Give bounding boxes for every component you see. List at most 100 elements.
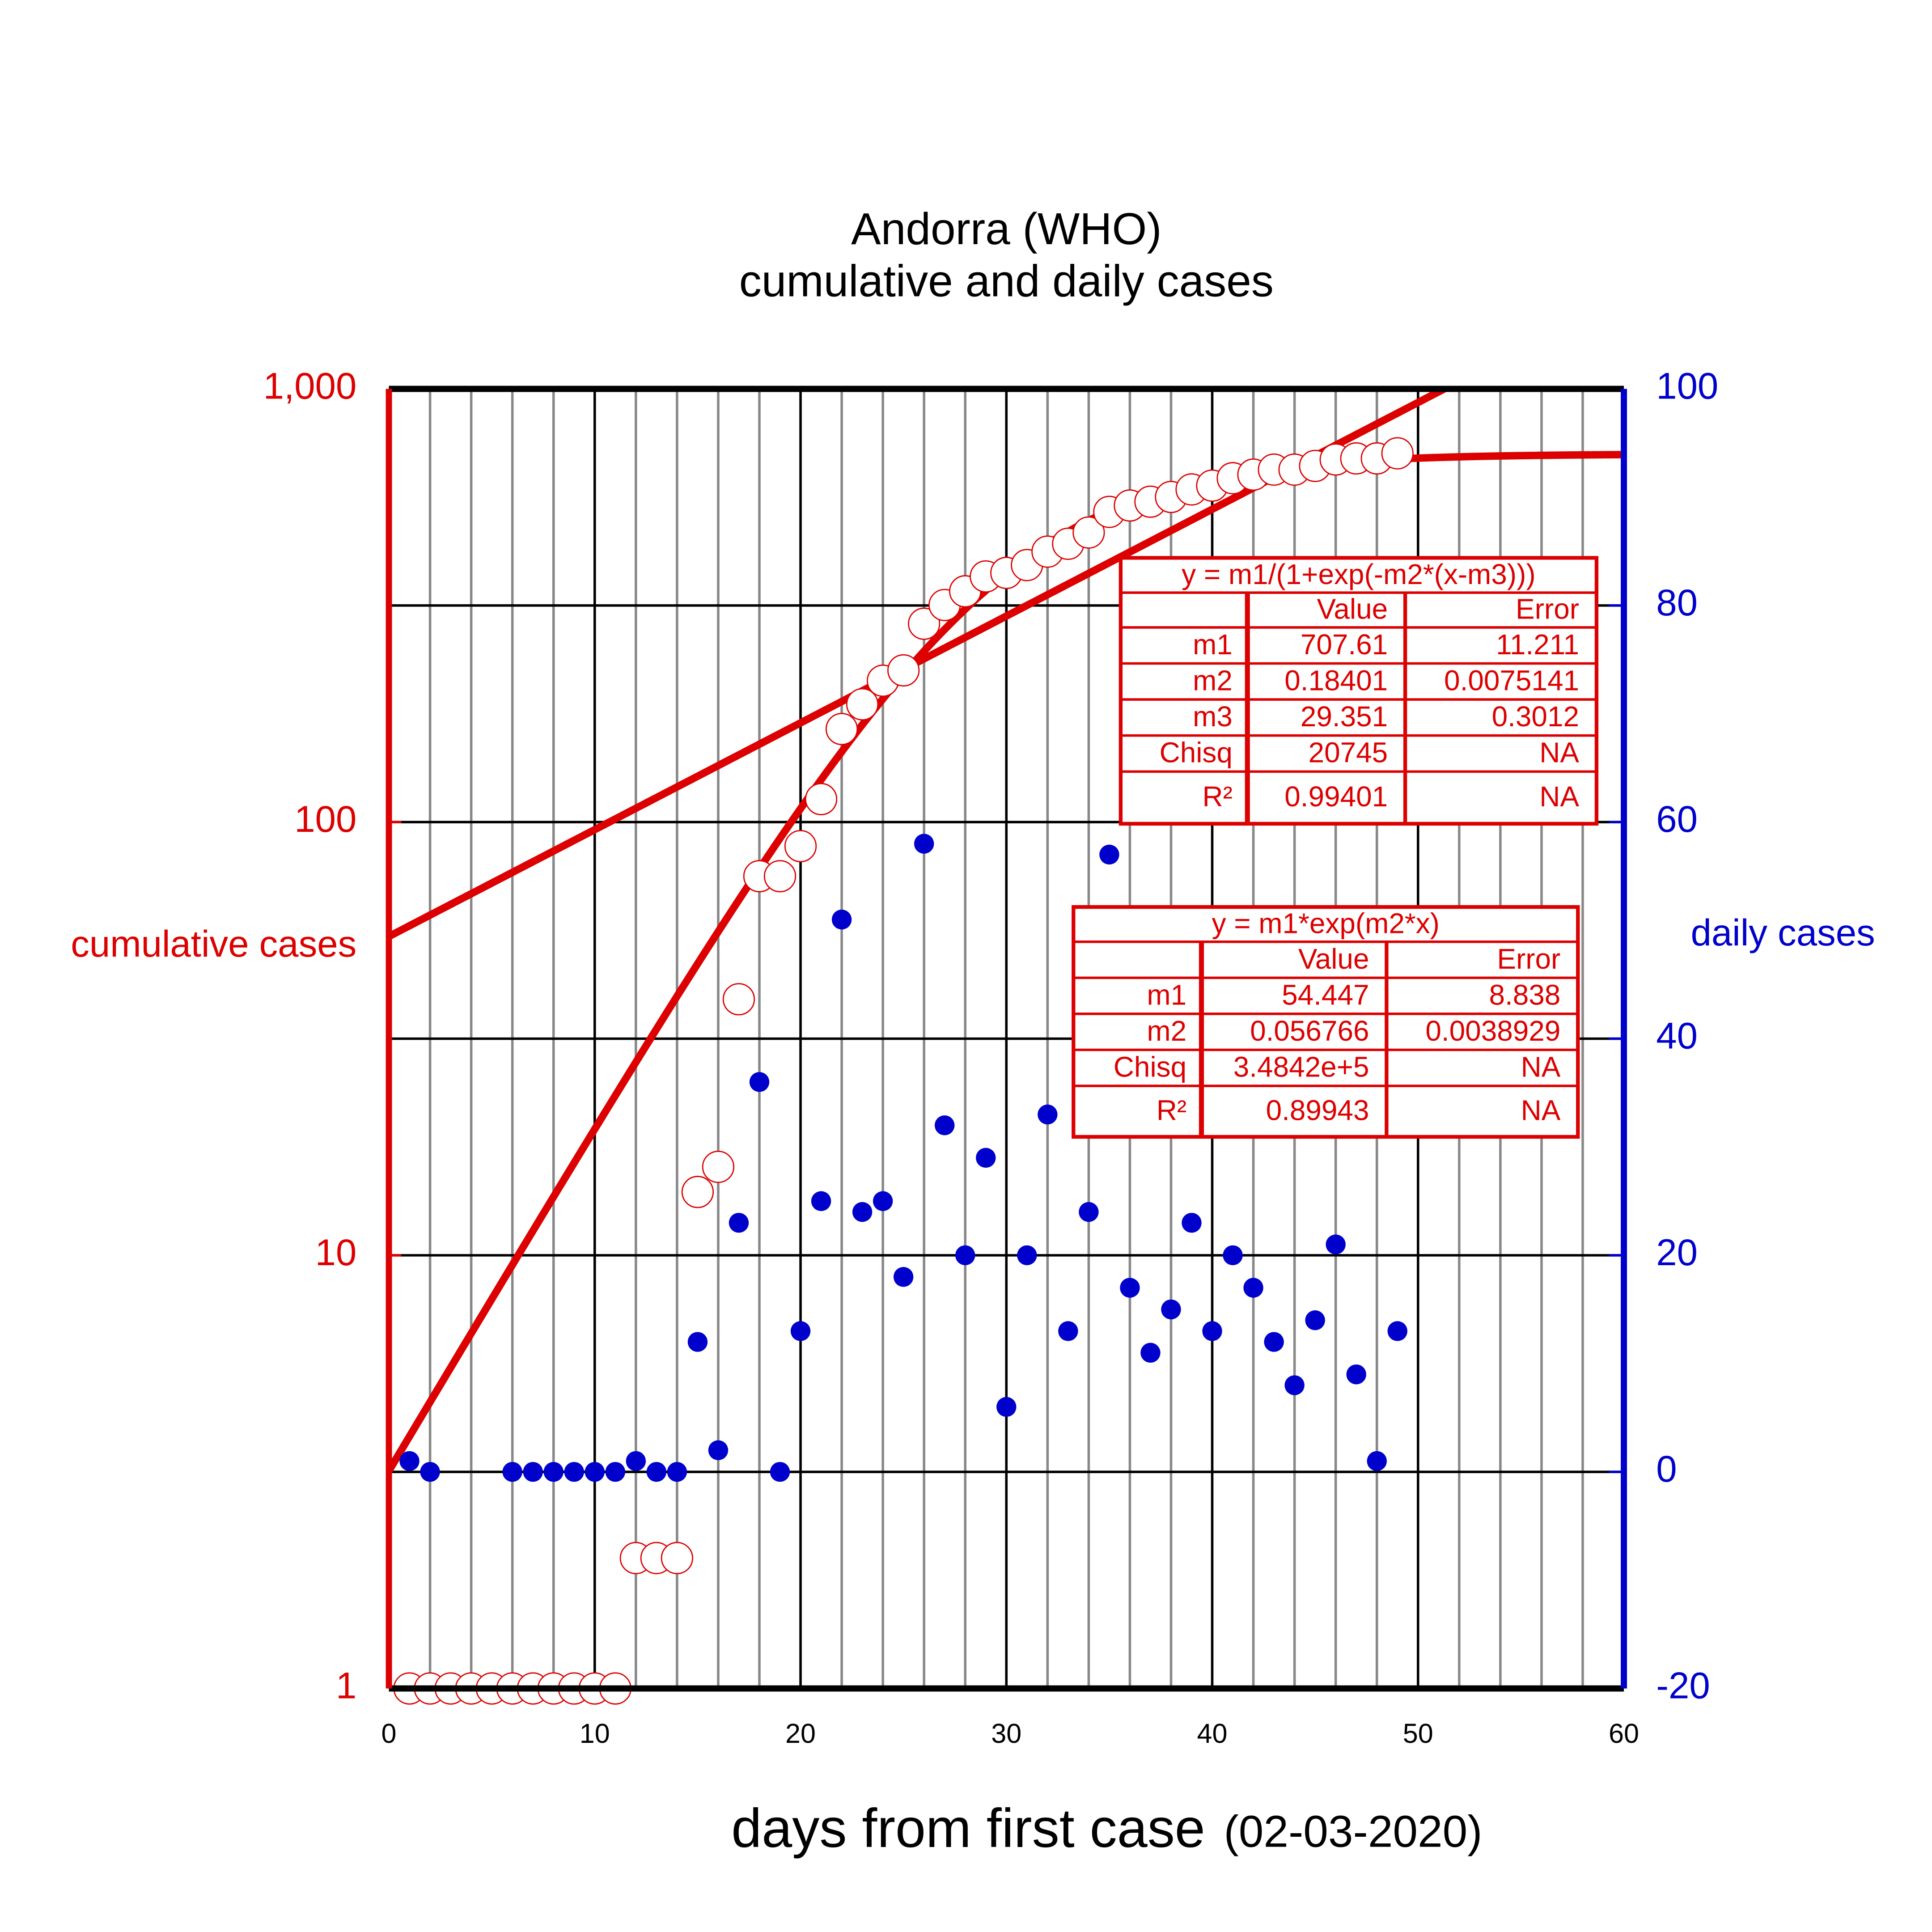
param-name: m2 <box>1147 1015 1186 1047</box>
table-header: Value <box>1317 593 1388 625</box>
point <box>1058 1321 1078 1341</box>
param-error: 0.0038929 <box>1425 1015 1560 1047</box>
point <box>887 654 920 687</box>
x-tick-label: 20 <box>785 1718 816 1749</box>
y2-tick-label: 100 <box>1656 365 1718 407</box>
point <box>1182 1212 1202 1233</box>
y2-tick-label: -20 <box>1656 1665 1710 1707</box>
point <box>1346 1364 1366 1385</box>
point <box>1038 1104 1058 1125</box>
x-tick-label: 0 <box>381 1718 397 1749</box>
point <box>1243 1278 1263 1298</box>
chart-subtitle: cumulative and daily cases <box>739 256 1274 306</box>
point <box>1017 1245 1037 1266</box>
fit-formula: y = m1/(1+exp(-m2*(x-m3))) <box>1182 558 1535 590</box>
point <box>996 1397 1017 1417</box>
point <box>1223 1245 1243 1266</box>
point <box>1099 844 1119 865</box>
point <box>784 830 817 863</box>
point <box>605 1462 626 1482</box>
param-error: NA <box>1521 1094 1561 1127</box>
point <box>763 860 797 893</box>
point <box>543 1462 564 1482</box>
point <box>914 834 934 854</box>
param-error: NA <box>1539 737 1579 769</box>
point <box>661 1542 694 1575</box>
param-value: 29.351 <box>1301 700 1388 733</box>
param-name: m2 <box>1193 664 1233 696</box>
point <box>667 1462 687 1482</box>
point <box>1161 1299 1181 1320</box>
point <box>687 1332 708 1352</box>
param-value: 0.89943 <box>1266 1094 1369 1127</box>
point <box>1202 1321 1222 1341</box>
x-tick-label: 30 <box>991 1718 1021 1749</box>
table-header: Error <box>1497 943 1560 975</box>
y2-tick-label: 0 <box>1656 1448 1677 1490</box>
y2-tick-label: 60 <box>1656 798 1698 840</box>
point <box>722 983 755 1016</box>
point <box>1264 1332 1284 1352</box>
x-axis-note: (02-03-2020) <box>1224 1807 1482 1857</box>
y-tick-label: 1 <box>336 1665 356 1707</box>
param-value: 0.056766 <box>1250 1015 1369 1047</box>
point <box>585 1462 605 1482</box>
point <box>1120 1278 1140 1298</box>
point <box>1305 1310 1325 1330</box>
point <box>908 607 941 640</box>
param-error: NA <box>1521 1051 1561 1083</box>
y2-tick-label: 80 <box>1656 582 1698 623</box>
y-axis-label: cumulative cases <box>71 923 356 965</box>
x-tick-label: 60 <box>1609 1718 1639 1749</box>
point <box>1140 1343 1161 1363</box>
point <box>852 1202 873 1222</box>
point <box>564 1462 585 1482</box>
point <box>893 1267 914 1287</box>
param-error: 0.3012 <box>1492 700 1579 733</box>
table-header: Error <box>1516 593 1579 625</box>
param-value: 54.447 <box>1282 979 1369 1011</box>
param-name: m3 <box>1193 700 1233 733</box>
param-value: 0.18401 <box>1284 664 1388 696</box>
point <box>646 1462 667 1482</box>
x-tick-label: 40 <box>1197 1718 1228 1749</box>
point <box>811 1191 831 1211</box>
point <box>729 1212 749 1233</box>
y-tick-label: 1,000 <box>263 365 357 407</box>
point <box>1284 1375 1305 1395</box>
point <box>846 688 879 720</box>
fit-table <box>1072 905 1580 1139</box>
param-value: 3.4842e+5 <box>1233 1051 1369 1083</box>
point <box>420 1462 440 1482</box>
param-value: 707.61 <box>1301 628 1388 661</box>
point <box>681 1176 714 1208</box>
point <box>831 909 852 930</box>
param-error: 0.0075141 <box>1444 664 1579 696</box>
point <box>1387 1321 1407 1341</box>
param-value: 20745 <box>1309 737 1388 769</box>
y2-tick-label: 20 <box>1656 1232 1698 1273</box>
param-name: m1 <box>1193 628 1233 661</box>
point <box>873 1191 893 1211</box>
point <box>770 1462 790 1482</box>
point <box>702 1151 735 1183</box>
point <box>749 1072 770 1092</box>
param-value: 0.99401 <box>1284 780 1388 813</box>
param-name: R² <box>1203 780 1233 813</box>
x-tick-label: 10 <box>580 1718 610 1749</box>
y-tick-label: 100 <box>294 798 356 840</box>
param-name: Chisq <box>1160 737 1233 769</box>
point <box>934 1115 955 1135</box>
point <box>502 1462 522 1482</box>
point <box>1079 1202 1099 1222</box>
param-error: NA <box>1539 780 1579 813</box>
point <box>1326 1234 1346 1254</box>
param-error: 8.838 <box>1489 979 1560 1011</box>
param-name: R² <box>1157 1094 1186 1127</box>
point <box>1381 437 1414 470</box>
param-name: m1 <box>1147 979 1186 1011</box>
table-header: Value <box>1298 943 1369 975</box>
point <box>976 1148 996 1168</box>
point <box>523 1462 543 1482</box>
